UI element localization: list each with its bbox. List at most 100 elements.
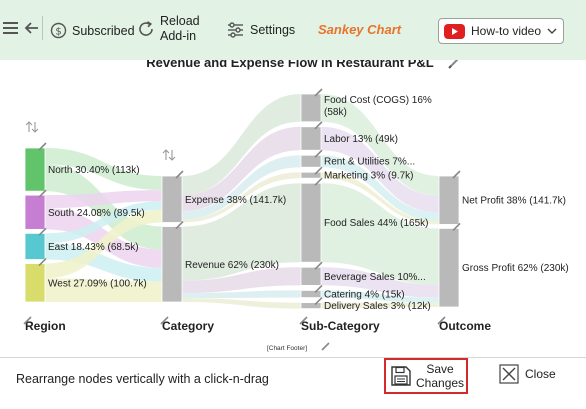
back-arrow-icon — [24, 22, 38, 34]
sort-arrows-icon[interactable] — [25, 121, 39, 133]
link-beverage-grossprofit — [321, 267, 439, 298]
node-cogs[interactable] — [300, 93, 322, 123]
subscribed-button[interactable]: $ Subscribed — [50, 22, 135, 39]
save-label-line1: Save — [426, 362, 454, 376]
node-east[interactable] — [24, 232, 46, 260]
node-label-revenue: Revenue 62% (230k) — [185, 260, 279, 271]
chart-footer: [Chart Footer] — [267, 345, 307, 352]
node-label-foodsales: Food Sales 44% (165k) — [324, 218, 429, 229]
link-labor-netprofit — [321, 126, 439, 213]
link-cogs-netprofit — [321, 94, 439, 196]
node-edit-icon[interactable] — [175, 220, 184, 230]
drag-hint-text: Rearrange nodes vertically with a click-… — [16, 372, 269, 386]
settings-label: Settings — [250, 23, 296, 37]
node-marketing[interactable] — [300, 171, 322, 179]
link-revenue-beverage — [182, 267, 301, 294]
sankey-chart: Revenue and Expense Flow in Restaurant P… — [23, 60, 569, 352]
node-edit-icon[interactable] — [38, 257, 47, 267]
node-edit-icon[interactable] — [314, 261, 323, 270]
chart-title: Revenue and Expense Flow in Restaurant P… — [146, 60, 434, 70]
node-edit-icon[interactable] — [314, 284, 323, 293]
node-label-beverage: Beverage Sales 10%... — [324, 272, 426, 283]
column-edit-icon[interactable] — [23, 316, 32, 325]
save-changes-button[interactable]: Save Changes — [384, 358, 468, 394]
reload-label-line2: Add-in — [160, 29, 197, 43]
node-foodsales[interactable] — [300, 182, 322, 263]
svg-text:$: $ — [55, 26, 61, 37]
hamburger-icon — [3, 22, 18, 34]
howto-video-dropdown[interactable]: How-to video — [438, 18, 564, 44]
link-foodsales-grossprofit — [321, 183, 439, 285]
flow-nodes — [24, 88, 461, 310]
node-edit-icon[interactable] — [38, 142, 47, 151]
node-netprofit[interactable] — [438, 175, 460, 225]
node-edit-icon[interactable] — [175, 170, 184, 179]
reload-addin-button[interactable]: Reload Add-in — [137, 14, 200, 44]
close-label: Close — [525, 367, 556, 381]
node-expense[interactable] — [161, 175, 183, 223]
node-label-netprofit: Net Profit 38% (141.7k) — [462, 196, 566, 207]
link-north-expense — [45, 148, 162, 191]
footer-bar: Rearrange nodes vertically with a click-… — [0, 357, 586, 409]
node-labor[interactable] — [300, 126, 322, 151]
close-button[interactable]: Close — [499, 364, 556, 384]
node-edit-icon[interactable] — [314, 297, 323, 306]
link-catering-grossprofit — [321, 290, 439, 303]
node-rent[interactable] — [300, 154, 322, 168]
reload-icon — [139, 21, 153, 36]
node-label-catering: Catering 4% (15k) — [324, 290, 405, 301]
column-edit-icon[interactable] — [299, 316, 308, 325]
node-north[interactable] — [24, 147, 46, 192]
node-label-grossprofit: Gross Profit 62% (230k) — [462, 263, 569, 274]
node-edit-icon[interactable] — [452, 170, 461, 179]
settings-button[interactable]: Settings — [227, 22, 295, 38]
node-labels: North 30.40% (113k) South 24.08% (89.5k) E… — [48, 95, 569, 312]
node-edit-icon[interactable] — [38, 189, 47, 198]
node-edit-icon[interactable] — [314, 177, 323, 186]
toolbar: $ Subscribed Reload Add-in Settings Sank… — [0, 0, 586, 60]
node-edit-icon[interactable] — [314, 166, 323, 175]
link-east-expense — [45, 201, 162, 244]
node-edit-icon[interactable] — [314, 88, 323, 97]
node-delivery[interactable] — [300, 302, 322, 310]
column-header-category: Category — [162, 319, 214, 333]
node-beverage[interactable] — [300, 266, 322, 286]
link-east-revenue — [45, 243, 162, 282]
node-edit-icon[interactable] — [452, 222, 461, 231]
node-label-north: North 30.40% (113k) — [48, 165, 140, 176]
node-edit-icon[interactable] — [314, 149, 323, 158]
node-revenue[interactable] — [161, 226, 183, 303]
node-edit-icon[interactable] — [314, 121, 323, 130]
node-label-expense: Expense 38% (141.7k) — [185, 195, 286, 206]
node-label-delivery: Delivery Sales 3% (12k) — [324, 301, 431, 312]
link-expense-marketing — [182, 172, 301, 223]
link-revenue-catering — [182, 290, 301, 299]
node-label-south: South 24.08% (89.5k) — [48, 208, 145, 219]
link-south-expense — [45, 190, 162, 209]
node-west[interactable] — [24, 263, 46, 303]
flow-links — [45, 94, 439, 309]
link-revenue-foodsales — [182, 183, 301, 281]
link-expense-rent — [182, 155, 301, 220]
footer-edit-icon[interactable] — [321, 342, 330, 351]
link-marketing-netprofit — [321, 172, 439, 225]
node-south[interactable] — [24, 194, 46, 230]
node-edit-icon[interactable] — [38, 227, 47, 236]
youtube-icon — [444, 23, 465, 39]
dollar-icon: $ — [50, 22, 67, 39]
column-edit-icon[interactable] — [437, 316, 446, 325]
toolbar-divider — [42, 16, 43, 40]
node-label-east: East 18.43% (68.5k) — [48, 242, 139, 253]
sliders-icon — [228, 22, 243, 38]
save-label-line2: Changes — [416, 376, 465, 390]
title-edit-icon[interactable] — [448, 60, 459, 69]
sort-arrows-icon[interactable] — [162, 149, 176, 161]
node-grossprofit[interactable] — [438, 228, 460, 308]
link-rent-netprofit — [321, 155, 439, 222]
node-catering[interactable] — [300, 290, 322, 299]
link-revenue-delivery — [182, 298, 301, 309]
menu-button[interactable] — [2, 20, 20, 36]
column-edit-icon[interactable] — [160, 316, 169, 325]
close-icon — [499, 364, 519, 384]
back-button[interactable] — [24, 20, 40, 36]
